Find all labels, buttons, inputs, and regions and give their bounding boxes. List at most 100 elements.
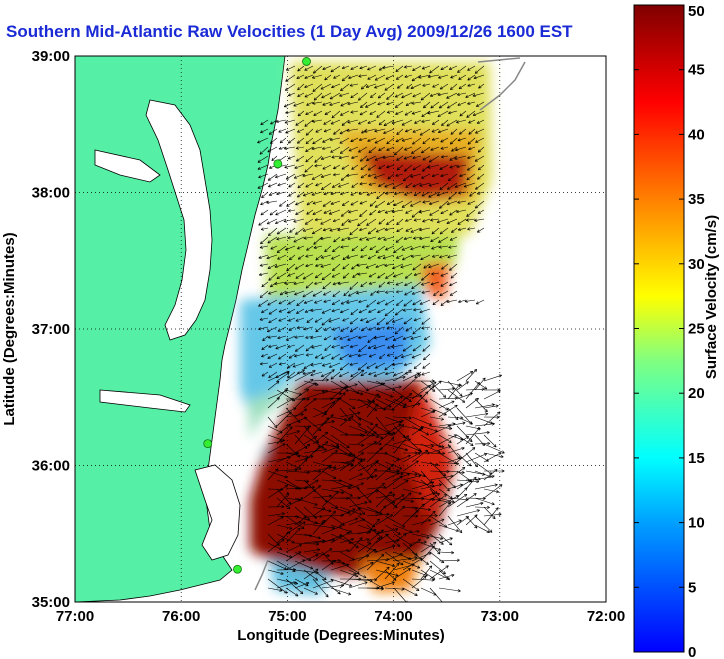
velocity-arrow [421, 317, 431, 325]
velocity-arrow [483, 404, 499, 409]
velocity-arrow [403, 65, 413, 69]
velocity-arrow [330, 119, 341, 125]
river-estuary-2 [99, 389, 191, 413]
y-axis-label: Latitude (Degrees:Minutes) [1, 232, 18, 425]
chesapeake-bay [145, 99, 213, 341]
velocity-arrow [261, 371, 269, 377]
velocity-arrow [420, 542, 442, 551]
velocity-arrow [431, 245, 440, 250]
velocity-arrow [312, 569, 327, 581]
velocity-arrow [465, 218, 476, 222]
velocity-arrow [276, 533, 295, 544]
velocity-arrow [277, 254, 287, 260]
plot-frame [74, 55, 607, 603]
velocity-arrow [348, 458, 366, 472]
velocity-arrow [422, 362, 431, 369]
velocity-arrow [431, 137, 440, 141]
velocity-arrow [266, 254, 278, 260]
velocity-arrow [297, 182, 305, 189]
velocity-arrow [475, 101, 485, 107]
velocity-arrow [418, 74, 431, 79]
velocity-arrow [342, 254, 350, 261]
velocity-arrow [314, 155, 323, 163]
velocity-arrow [394, 353, 404, 360]
velocity-arrow [411, 518, 432, 526]
velocity-arrow [339, 92, 350, 97]
velocity-arrow [287, 209, 296, 213]
velocity-arrow [346, 128, 359, 133]
velocity-arrow [329, 101, 341, 106]
velocity-arrow [429, 565, 449, 580]
velocity-arrow [340, 209, 350, 217]
velocity-arrow [330, 506, 351, 514]
velocity-arrow [404, 146, 413, 151]
velocity-arrow [366, 482, 385, 499]
velocity-arrow [386, 218, 395, 226]
velocity-arrow [303, 425, 319, 444]
velocity-arrow [305, 335, 314, 339]
velocity-arrow [304, 65, 314, 71]
velocity-arrow [384, 263, 395, 267]
velocity-arrow [306, 101, 314, 106]
velocity-arrow [312, 578, 329, 598]
colorbar-tick-label: 30 [688, 256, 705, 273]
velocity-arrow [311, 344, 323, 349]
velocity-arrow [314, 281, 323, 285]
velocity-arrow [348, 74, 359, 80]
velocity-arrow [368, 281, 377, 285]
velocity-arrow [441, 263, 449, 270]
velocity-arrow [430, 281, 440, 286]
velocity-arrow [366, 518, 380, 535]
velocity-arrow [278, 353, 287, 360]
velocity-arrow [378, 119, 386, 126]
velocity-arrow [331, 155, 341, 159]
velocity-arrow [386, 164, 395, 169]
velocity-arrow [429, 424, 452, 436]
velocity-arrow [458, 128, 467, 135]
velocity-arrow [411, 426, 424, 436]
velocity-arrow [395, 137, 404, 143]
velocity-arrow [384, 551, 404, 566]
velocity-arrow [404, 290, 413, 296]
velocity-arrow [420, 565, 433, 580]
velocity-arrow [465, 92, 476, 98]
velocity-arrow [427, 110, 440, 115]
velocity-arrow [384, 461, 403, 470]
velocity-arrow [432, 83, 440, 88]
velocity-arrow [357, 548, 377, 562]
velocity-arrow [366, 485, 387, 490]
velocity-arrow [321, 491, 339, 508]
velocity-arrow [267, 380, 280, 391]
velocity-arrow [430, 101, 440, 109]
velocity-arrow [402, 443, 423, 453]
velocity-arrow [429, 380, 442, 391]
lon-tick-label: 77:00 [56, 608, 94, 625]
velocity-arrow [323, 191, 332, 196]
velocity-arrow [284, 290, 296, 295]
velocity-arrow [474, 377, 486, 391]
velocity-arrow [359, 227, 368, 232]
velocity-arrow [303, 554, 319, 562]
velocity-arrow [294, 542, 320, 546]
velocity-arrow [475, 137, 485, 143]
velocity-arrow [466, 164, 476, 171]
velocity-arrow [348, 518, 365, 526]
velocity-arrow [287, 344, 296, 348]
radar-station-marker [273, 159, 283, 169]
velocity-arrow [350, 137, 359, 143]
velocity-arrow [267, 587, 283, 592]
velocity-arrow [359, 155, 368, 162]
velocity-arrow [377, 92, 386, 99]
velocity-arrow [467, 83, 476, 87]
velocity-arrow [411, 281, 422, 290]
velocity-arrow [385, 317, 395, 325]
velocity-arrow [359, 65, 368, 70]
velocity-arrow [357, 218, 368, 227]
velocity-arrow [257, 137, 269, 144]
velocity-arrow [340, 245, 350, 249]
velocity-arrow [375, 362, 386, 369]
velocity-arrow [474, 398, 488, 413]
velocity-arrow [314, 353, 323, 359]
velocity-arrow [357, 92, 368, 101]
velocity-arrow [386, 110, 395, 114]
